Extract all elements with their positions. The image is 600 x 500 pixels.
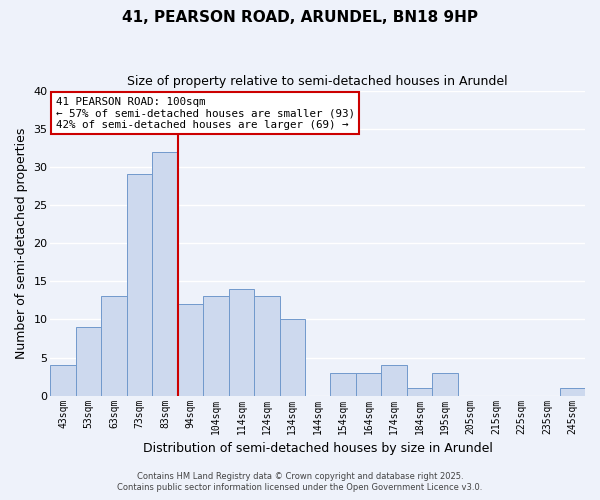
Bar (382, 365, 407, 396)
Bar (432, 373, 458, 396)
Title: Size of property relative to semi-detached houses in Arundel: Size of property relative to semi-detach… (127, 75, 508, 88)
Bar (254, 296, 280, 396)
Y-axis label: Number of semi-detached properties: Number of semi-detached properties (15, 128, 28, 359)
Bar (356, 373, 382, 396)
Bar (203, 296, 229, 396)
Bar (229, 289, 254, 396)
X-axis label: Distribution of semi-detached houses by size in Arundel: Distribution of semi-detached houses by … (143, 442, 493, 455)
Bar (50, 365, 76, 396)
Bar (331, 373, 356, 396)
Text: 41, PEARSON ROAD, ARUNDEL, BN18 9HP: 41, PEARSON ROAD, ARUNDEL, BN18 9HP (122, 10, 478, 25)
Text: Contains HM Land Registry data © Crown copyright and database right 2025.
Contai: Contains HM Land Registry data © Crown c… (118, 472, 482, 492)
Bar (76, 327, 101, 396)
Bar (178, 304, 203, 396)
Bar (152, 152, 178, 396)
Text: 41 PEARSON ROAD: 100sqm
← 57% of semi-detached houses are smaller (93)
42% of se: 41 PEARSON ROAD: 100sqm ← 57% of semi-de… (56, 96, 355, 130)
Bar (560, 388, 585, 396)
Bar (280, 320, 305, 396)
Bar (127, 174, 152, 396)
Bar (101, 296, 127, 396)
Bar (407, 388, 432, 396)
